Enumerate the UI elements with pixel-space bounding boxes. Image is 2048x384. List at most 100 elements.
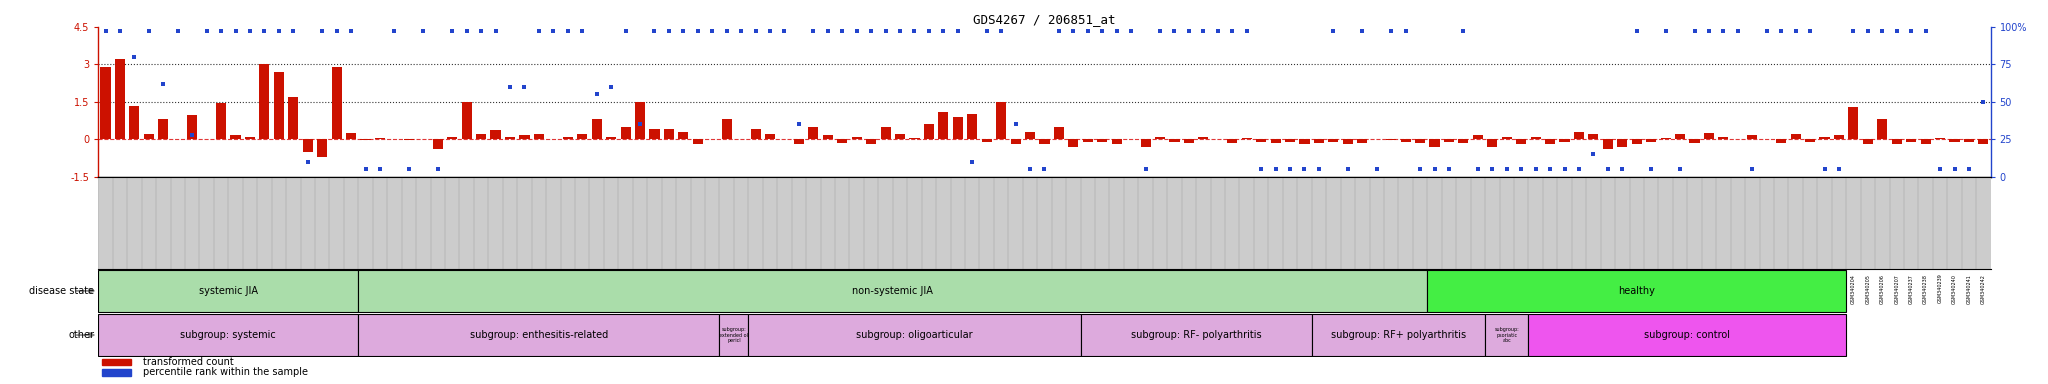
Bar xyxy=(432,139,442,149)
Bar xyxy=(967,114,977,139)
Bar xyxy=(100,67,111,139)
Point xyxy=(1952,166,1985,172)
Bar xyxy=(1241,138,1251,139)
Point xyxy=(811,28,844,35)
Point xyxy=(868,28,901,35)
Text: subgroup: systemic: subgroup: systemic xyxy=(180,330,276,340)
Bar xyxy=(866,139,877,144)
Bar xyxy=(1198,137,1208,139)
Title: GDS4267 / 206851_at: GDS4267 / 206851_at xyxy=(973,13,1116,26)
Bar xyxy=(1343,139,1354,144)
Bar xyxy=(1284,139,1294,142)
Point xyxy=(1403,166,1436,172)
Point xyxy=(1417,166,1450,172)
Point xyxy=(319,28,352,35)
Point xyxy=(1751,28,1784,35)
Bar xyxy=(909,138,920,139)
Point xyxy=(205,28,238,35)
Point xyxy=(276,28,309,35)
Bar xyxy=(592,119,602,139)
Point xyxy=(537,28,569,35)
Bar xyxy=(852,137,862,139)
Point xyxy=(176,132,209,138)
Point xyxy=(408,28,440,35)
Bar xyxy=(719,314,748,356)
Bar xyxy=(1978,139,1989,144)
Bar xyxy=(952,117,963,139)
Point xyxy=(754,28,786,35)
Point xyxy=(451,28,483,35)
Point xyxy=(334,28,367,35)
Point xyxy=(1014,166,1047,172)
Bar xyxy=(678,132,688,139)
Bar xyxy=(809,127,819,139)
Bar xyxy=(289,97,299,139)
Point xyxy=(248,28,281,35)
Bar xyxy=(403,139,414,141)
Point xyxy=(668,28,700,35)
Point xyxy=(1288,166,1321,172)
Bar xyxy=(1141,139,1151,147)
Point xyxy=(494,84,526,90)
Point xyxy=(1808,166,1841,172)
Bar xyxy=(303,139,313,152)
Bar xyxy=(231,136,240,139)
Bar xyxy=(1358,139,1368,143)
Bar xyxy=(1270,139,1280,143)
Bar xyxy=(102,369,131,376)
Bar xyxy=(1833,136,1843,139)
Point xyxy=(1448,28,1481,35)
Point xyxy=(739,28,772,35)
Bar xyxy=(1950,139,1960,142)
Point xyxy=(1274,166,1307,172)
Point xyxy=(393,166,426,172)
Point xyxy=(1157,28,1190,35)
Bar xyxy=(375,138,385,139)
Bar xyxy=(1083,139,1094,142)
Point xyxy=(1071,28,1104,35)
Point xyxy=(147,81,180,87)
Bar xyxy=(1401,139,1411,142)
Bar xyxy=(1675,134,1686,139)
Point xyxy=(104,28,137,35)
Bar xyxy=(1575,132,1583,139)
Bar xyxy=(1386,139,1397,141)
Text: transformed count: transformed count xyxy=(143,357,233,367)
Point xyxy=(1245,166,1278,172)
Bar xyxy=(1618,139,1628,147)
Point xyxy=(1880,28,1913,35)
Point xyxy=(639,28,672,35)
Point xyxy=(1042,28,1075,35)
Point xyxy=(1634,166,1667,172)
Point xyxy=(1722,28,1755,35)
Bar xyxy=(1718,137,1729,139)
Point xyxy=(1866,28,1898,35)
Point xyxy=(551,28,584,35)
Point xyxy=(465,28,498,35)
Point xyxy=(1389,28,1421,35)
Point xyxy=(1505,166,1538,172)
Bar xyxy=(1112,139,1122,144)
Point xyxy=(1462,166,1495,172)
Bar xyxy=(995,102,1006,139)
Point xyxy=(1374,28,1407,35)
Text: disease state: disease state xyxy=(29,286,94,296)
Bar xyxy=(1169,139,1180,142)
Bar xyxy=(1632,139,1642,144)
Text: subgroup: RF+ polyarthritis: subgroup: RF+ polyarthritis xyxy=(1331,330,1466,340)
Point xyxy=(522,28,555,35)
Point xyxy=(1217,28,1249,35)
Point xyxy=(162,28,195,35)
Point xyxy=(883,28,915,35)
Bar xyxy=(1501,137,1511,139)
Point xyxy=(825,28,858,35)
Bar xyxy=(98,270,358,312)
Text: healthy: healthy xyxy=(1618,286,1655,296)
Bar xyxy=(346,133,356,139)
Point xyxy=(1708,28,1741,35)
Point xyxy=(1823,166,1855,172)
Point xyxy=(999,121,1032,127)
Point xyxy=(696,28,729,35)
Bar xyxy=(446,137,457,139)
Bar xyxy=(1485,314,1528,356)
